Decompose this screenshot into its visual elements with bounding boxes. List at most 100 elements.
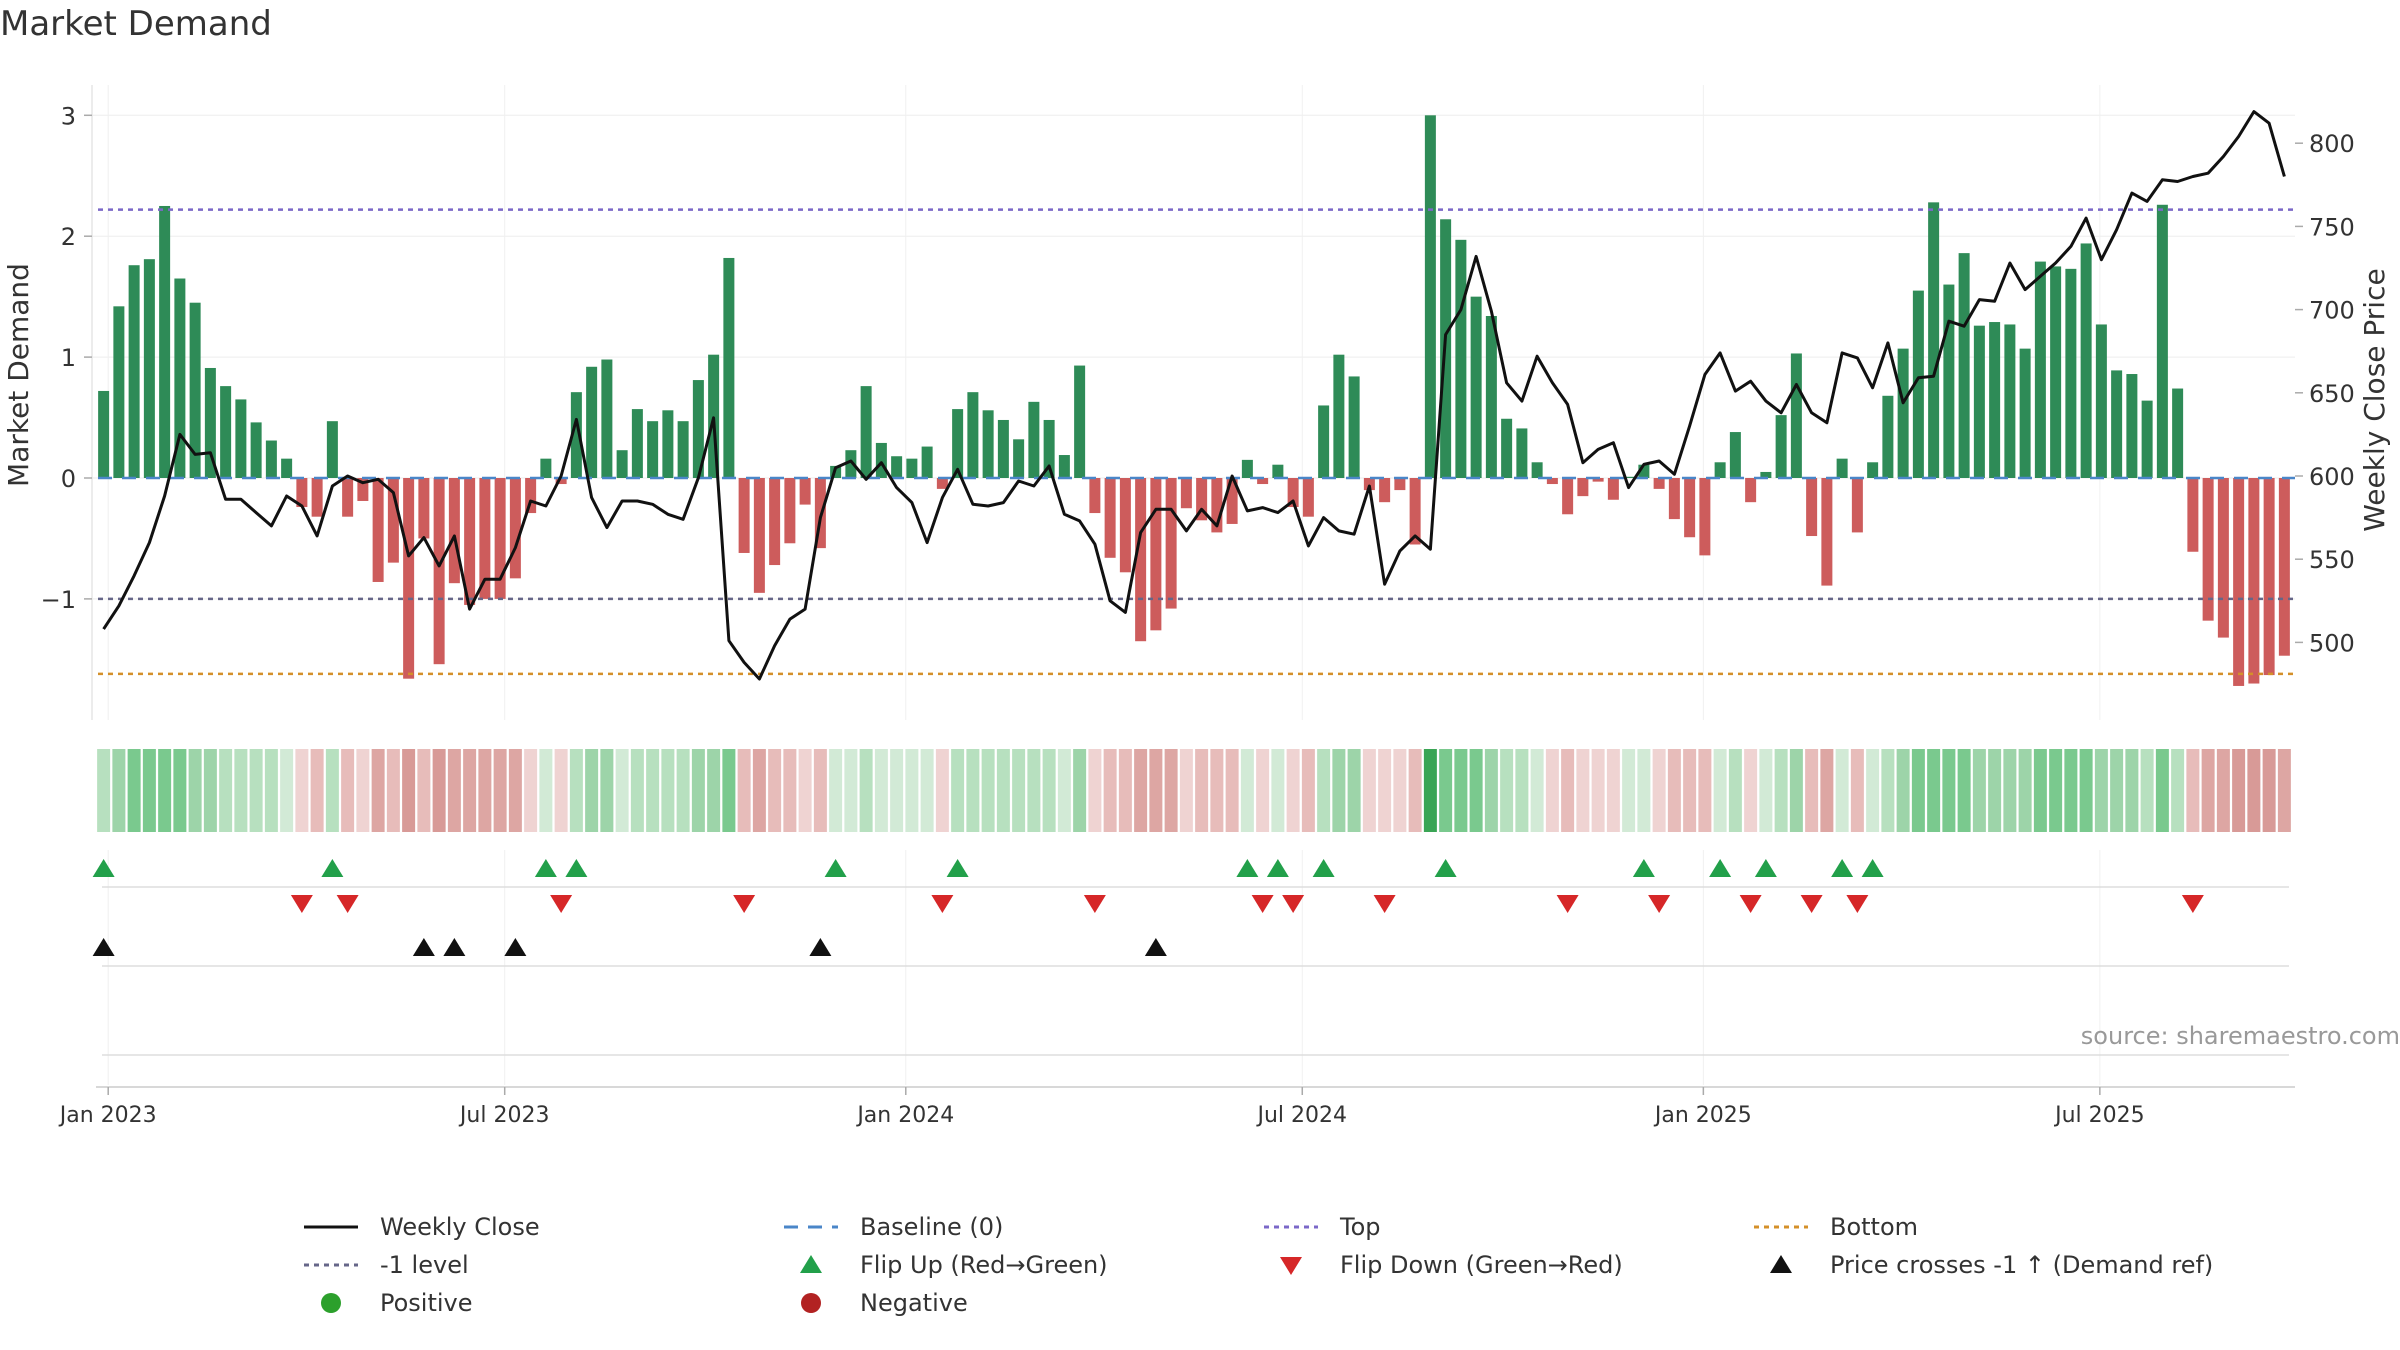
strip-cell	[234, 749, 248, 832]
strip-cell	[554, 749, 568, 832]
demand-bar	[1211, 478, 1223, 533]
demand-bar	[2004, 324, 2016, 478]
legend-label: Negative	[860, 1289, 968, 1317]
strip-cell	[2262, 749, 2276, 832]
strip-cell	[1545, 749, 1559, 832]
source-credit: source: sharemaestro.com	[2080, 1022, 2400, 1050]
strip-cell	[1591, 749, 1605, 832]
y2-tick-label: 600	[2309, 463, 2355, 491]
strip-cell	[1713, 749, 1727, 832]
demand-bar	[1562, 478, 1574, 515]
strip-cell	[1728, 749, 1742, 832]
flip-up-marker	[1861, 859, 1884, 877]
demand-bar	[555, 478, 567, 485]
flip-down-marker	[336, 895, 359, 913]
demand-bar	[1028, 401, 1040, 478]
legend-key	[784, 1225, 838, 1229]
strip-cell	[2155, 749, 2169, 832]
strip-cell	[203, 749, 217, 832]
demand-bar	[997, 419, 1009, 478]
strip-cell	[1683, 749, 1697, 832]
strip-cell	[1362, 749, 1376, 832]
strip-cell	[768, 749, 782, 832]
demand-bar	[586, 366, 598, 478]
demand-bar	[1272, 464, 1284, 478]
strip-cell	[783, 749, 797, 832]
demand-bar	[235, 399, 247, 478]
strip-cell	[1347, 749, 1361, 832]
y-tick-label: 2	[61, 223, 76, 251]
legend-key	[304, 1225, 358, 1229]
demand-bar	[967, 392, 979, 478]
strip-cell	[1637, 749, 1651, 832]
demand-bar	[1318, 405, 1330, 478]
strip-cell	[524, 749, 538, 832]
legend-label: Positive	[380, 1289, 473, 1317]
weekly-close-line	[102, 110, 2286, 681]
demand-bar	[2248, 478, 2260, 684]
flip-up-marker	[1434, 859, 1457, 877]
x-tick-label: Jul 2024	[1256, 1103, 1348, 1128]
flip-down-marker	[290, 895, 313, 913]
strip-cell	[661, 749, 675, 832]
demand-bar	[1531, 462, 1543, 478]
demand-bar	[464, 478, 476, 605]
demand-bars	[98, 115, 2290, 686]
demand-bar	[403, 478, 415, 679]
strip-cell	[158, 749, 172, 832]
strip-cell	[539, 749, 553, 832]
flip-up-marker	[1709, 859, 1732, 877]
strip-cell	[2049, 749, 2063, 832]
strip-cell	[1240, 749, 1254, 832]
right-y-axis: 800 750 700 650 600 550 500	[2295, 130, 2355, 657]
legend-label: -1 level	[380, 1251, 469, 1279]
demand-bar	[2111, 370, 2123, 478]
flip-up-marker	[1632, 859, 1655, 877]
strip-cell	[874, 749, 888, 832]
strip-cell	[1332, 749, 1346, 832]
legend-item-close: Weekly Close	[300, 1208, 540, 1246]
demand-bar	[1363, 478, 1375, 491]
demand-bar	[159, 205, 171, 478]
legend-key	[1280, 1257, 1302, 1275]
strip-cell	[890, 749, 904, 832]
y2-tick-label: 700	[2309, 297, 2355, 325]
demand-bar	[98, 390, 110, 478]
legend-key	[321, 1293, 341, 1313]
strip-cell	[1042, 749, 1056, 832]
strip-cell	[1744, 749, 1758, 832]
demand-bar	[1989, 322, 2001, 478]
strip-cell	[1088, 749, 1102, 832]
strip-cell	[188, 749, 202, 832]
strip-cell	[2064, 749, 2078, 832]
demand-bar	[1485, 315, 1497, 478]
demand-bar	[1257, 478, 1269, 485]
price-cross-marker	[443, 938, 466, 956]
strip-cell	[112, 749, 126, 832]
strip-cell	[2216, 749, 2230, 832]
demand-bar	[311, 478, 323, 517]
strip-cell	[1439, 749, 1453, 832]
strip-cell	[1027, 749, 1041, 832]
legend-label: Price crosses -1 ↑ (Demand ref)	[1830, 1251, 2214, 1279]
strip-cell	[2201, 749, 2215, 832]
strip-cell	[1667, 749, 1681, 832]
y2-tick-label: 650	[2309, 380, 2355, 408]
flip-down-marker	[733, 895, 756, 913]
demand-bar	[921, 446, 933, 478]
x-tick-label: Jan 2023	[58, 1103, 157, 1128]
strip-cell	[1012, 749, 1026, 832]
strip-cell	[1774, 749, 1788, 832]
legend-item-flip-down: Flip Down (Green→Red)	[1260, 1246, 1623, 1284]
demand-bar	[2156, 204, 2168, 479]
legend-label: Baseline (0)	[860, 1213, 1004, 1241]
strip-cell	[630, 749, 644, 832]
strip-cell	[1134, 749, 1148, 832]
chart-title: Market Demand	[0, 4, 272, 44]
weekly-close-series	[102, 110, 2286, 681]
demand-bar	[1455, 239, 1467, 478]
strip-cell	[1561, 749, 1575, 832]
strip-cell	[966, 749, 980, 832]
flip-up-marker	[946, 859, 969, 877]
strip-cell	[2018, 749, 2032, 832]
